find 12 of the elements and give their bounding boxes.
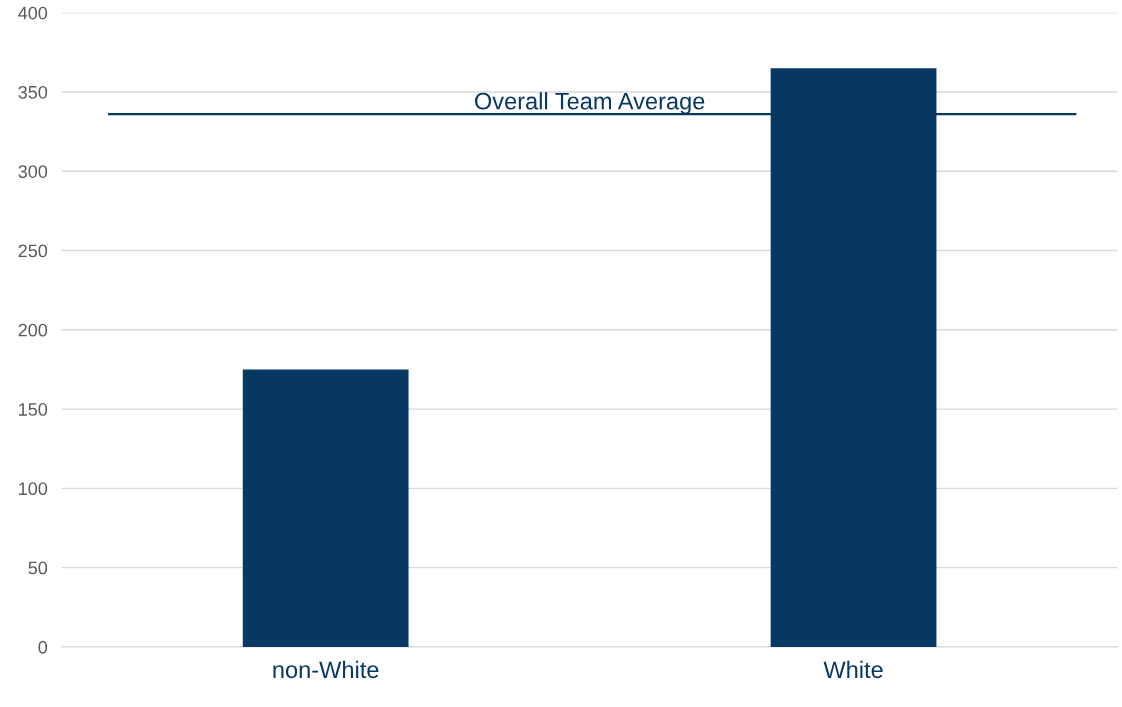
y-tick-label: 250 [18,244,48,258]
y-tick-label: 300 [18,165,48,178]
y-tick-label: 200 [18,323,48,337]
ref-line-label: Overall Team Average [475,92,705,115]
x-tick-label: White [823,660,883,679]
y-tick-label: 400 [18,6,48,20]
y-tick-label: 150 [19,403,48,416]
y-tick-label: 0 [38,640,48,654]
y-tick-label: 100 [19,482,48,496]
y-tick-label: 350 [18,85,48,99]
y-tick-label: 50 [28,561,48,575]
x-tick-label: non-White [273,660,379,679]
